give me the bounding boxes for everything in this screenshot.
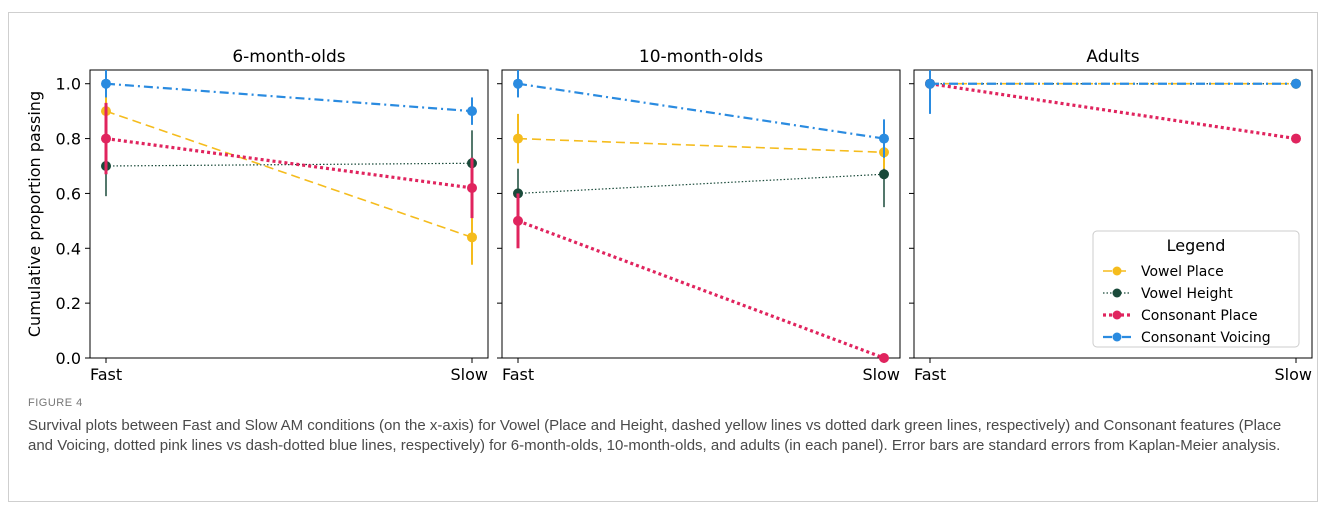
series-line — [517, 219, 885, 360]
data-point — [101, 78, 111, 89]
data-point — [467, 182, 477, 193]
legend-label: Consonant Voicing — [1141, 330, 1271, 346]
y-tick-label: 0.8 — [56, 130, 81, 149]
data-point — [1291, 133, 1301, 144]
series-consonant-voicing — [101, 70, 477, 125]
x-tick-label: Slow — [863, 365, 900, 384]
panel-1: 6-month-olds Fast Slow 0.0 0.2 0.4 0.6 0.8 1.0 Cu… — [25, 47, 489, 384]
panel-title: 10-month-olds — [639, 47, 763, 67]
x-tick-label: Slow — [1275, 365, 1312, 384]
series-consonant-place — [513, 193, 889, 363]
plot-area — [501, 69, 901, 359]
series-consonant-voicing — [925, 70, 1301, 114]
series-line — [929, 82, 1297, 141]
series-line — [105, 82, 473, 113]
y-tick-label: 0.6 — [56, 184, 81, 203]
figure-label: FIGURE 4 — [28, 397, 83, 409]
legend: Legend Vowel Place Vowel Height Consonant P… — [1092, 230, 1300, 348]
x-tick-label: Fast — [914, 365, 946, 384]
y-tick-label: 1.0 — [56, 75, 81, 94]
data-point — [467, 106, 477, 117]
y-axis-label: Cumulative proportion passing — [25, 91, 44, 337]
legend-swatch-marker — [1112, 288, 1122, 298]
series-vowel-place — [101, 83, 477, 265]
data-point — [879, 353, 889, 363]
data-point — [879, 133, 889, 144]
legend-label: Vowel Place — [1141, 264, 1224, 280]
survival-plots-chart: 6-month-olds Fast Slow 0.0 0.2 0.4 0.6 0.8 1.0 Cu… — [25, 47, 1313, 384]
legend-label: Vowel Height — [1141, 286, 1233, 302]
data-point — [1291, 78, 1301, 89]
legend-box — [1092, 230, 1300, 348]
data-point — [513, 78, 523, 89]
series-line — [517, 173, 885, 195]
data-point — [925, 78, 935, 89]
plot-area — [89, 69, 489, 359]
legend-label: Consonant Place — [1141, 308, 1258, 324]
series-consonant-voicing — [513, 70, 889, 158]
series-consonant-place — [101, 102, 477, 219]
data-point — [879, 169, 889, 180]
series-vowel-height — [513, 141, 889, 219]
plot-area — [913, 69, 1313, 359]
panel-3: Adults Fast Slow Legend Vowel Place Vowel Hei… — [909, 47, 1313, 384]
y-tick-label: 0.2 — [56, 294, 81, 313]
x-tick-label: Fast — [90, 365, 122, 384]
legend-swatch-marker — [1112, 266, 1122, 276]
panel-title: Adults — [1086, 47, 1139, 67]
panel-2: 10-month-olds Fast Slow — [497, 47, 901, 384]
series-vowel-height — [101, 130, 477, 197]
series-line — [105, 110, 473, 239]
series-consonant-place — [925, 78, 1301, 144]
figure-caption: Survival plots between Fast and Slow AM … — [28, 417, 1282, 454]
y-tick-label: 0.4 — [56, 239, 81, 258]
x-tick-label: Slow — [451, 365, 488, 384]
series-line — [517, 82, 885, 140]
legend-swatch-marker — [1112, 310, 1122, 320]
series-line — [105, 162, 473, 167]
legend-title: Legend — [1167, 236, 1226, 255]
series-line — [105, 136, 473, 190]
series-vowel-place — [513, 113, 889, 169]
data-point — [513, 215, 523, 226]
legend-swatch-marker — [1112, 332, 1122, 342]
data-point — [101, 133, 111, 144]
x-tick-label: Fast — [502, 365, 534, 384]
panel-title: 6-month-olds — [232, 47, 345, 67]
data-point — [467, 232, 477, 243]
data-point — [513, 133, 523, 144]
series-line — [517, 137, 885, 154]
y-tick-label: 0.0 — [56, 349, 81, 368]
